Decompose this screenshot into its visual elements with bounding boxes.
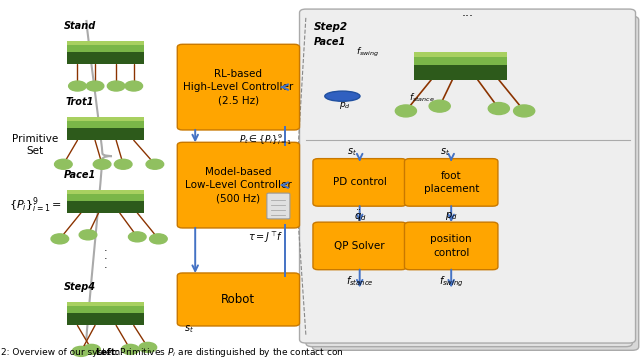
Text: 2: Overview of our system.: 2: Overview of our system. [1,348,129,356]
Circle shape [51,234,68,244]
Text: $P_t \in \{P_i\}_{i=1}^{9}$: $P_t \in \{P_i\}_{i=1}^{9}$ [239,132,292,147]
FancyBboxPatch shape [306,13,632,347]
FancyBboxPatch shape [404,159,498,206]
Bar [67,117,145,121]
Bar [414,52,508,57]
FancyBboxPatch shape [300,9,636,343]
FancyBboxPatch shape [313,222,406,270]
Bar [414,52,508,65]
Text: Robot: Robot [221,293,255,306]
Text: Pace1: Pace1 [64,170,96,180]
Text: $s_t$: $s_t$ [347,147,357,158]
Text: $s_t$: $s_t$ [440,147,450,158]
Text: $p_d$: $p_d$ [339,100,351,111]
Circle shape [129,232,146,242]
Text: PD control: PD control [333,178,387,187]
Text: Left:: Left: [95,348,118,356]
FancyBboxPatch shape [312,16,639,350]
Circle shape [139,342,157,352]
FancyBboxPatch shape [177,273,300,326]
Text: Trot1: Trot1 [66,97,94,107]
Circle shape [122,344,139,354]
Circle shape [108,81,125,91]
Text: Step2: Step2 [314,22,348,32]
Circle shape [514,105,534,117]
FancyBboxPatch shape [177,142,300,228]
Bar [67,41,145,45]
Text: $f_{stance}$: $f_{stance}$ [346,274,374,288]
Circle shape [83,344,100,354]
Bar [67,302,145,313]
Text: foot
placement: foot placement [424,171,479,194]
Circle shape [396,105,417,117]
Bar [67,197,145,213]
Text: ...: ... [461,6,473,19]
Bar [67,302,145,306]
Text: Step4: Step4 [64,282,96,292]
FancyBboxPatch shape [404,222,498,270]
Text: QP Solver: QP Solver [334,241,385,251]
Circle shape [125,81,143,91]
Text: Pace1: Pace1 [314,37,346,47]
Bar [67,190,145,194]
Circle shape [86,81,104,91]
Text: position
control: position control [430,234,472,257]
Text: $\ddot{q}_d$: $\ddot{q}_d$ [354,208,367,224]
Circle shape [146,159,164,169]
Circle shape [54,159,72,169]
Circle shape [72,346,90,356]
Text: Stand: Stand [64,21,96,31]
Bar [414,61,508,80]
Circle shape [488,102,509,114]
Text: Primitive
Set: Primitive Set [12,134,58,156]
Text: $\{P_i\}_{i=1}^{9}=$: $\{P_i\}_{i=1}^{9}=$ [9,195,61,215]
Bar [67,309,145,325]
Circle shape [150,234,167,244]
Bar [67,41,145,52]
FancyBboxPatch shape [267,193,290,219]
FancyBboxPatch shape [177,44,300,130]
Bar [67,117,145,129]
Text: $p_d$: $p_d$ [445,210,458,222]
Text: $s_t$: $s_t$ [184,323,194,335]
Circle shape [79,230,97,240]
Text: $f_{swing}$: $f_{swing}$ [356,46,380,59]
Text: $\tau = J^\top\! f$: $\tau = J^\top\! f$ [248,230,284,245]
Circle shape [68,81,86,91]
Text: Model-based
Low-Level Controller
(500 Hz): Model-based Low-Level Controller (500 Hz… [185,167,292,203]
Bar [67,190,145,201]
Bar [67,48,145,64]
Ellipse shape [325,91,360,101]
Text: RL-based
High-Level Controller
(2.5 Hz): RL-based High-Level Controller (2.5 Hz) [183,69,294,105]
Text: Primitives $P_i$ are distinguished by the contact con: Primitives $P_i$ are distinguished by th… [117,346,344,359]
Circle shape [429,100,451,112]
Circle shape [115,159,132,169]
Text: ·
·
·: · · · [104,246,108,273]
Text: $f_{stance}$: $f_{stance}$ [410,92,435,104]
Circle shape [93,159,111,169]
FancyBboxPatch shape [313,159,406,206]
Text: $f_{swing}$: $f_{swing}$ [439,274,463,289]
Bar [67,124,145,140]
